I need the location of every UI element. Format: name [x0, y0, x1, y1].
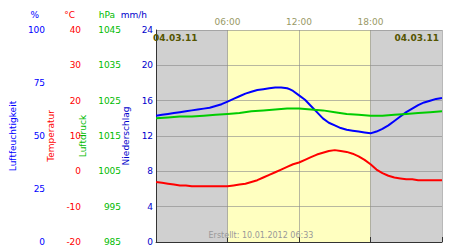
svg-text:100: 100 [28, 25, 45, 35]
svg-text:10: 10 [70, 131, 82, 141]
svg-text:995: 995 [104, 202, 121, 212]
svg-text:1015: 1015 [98, 131, 121, 141]
svg-text:1035: 1035 [98, 60, 121, 70]
svg-text:-10: -10 [66, 202, 81, 212]
svg-text:%: % [30, 10, 39, 20]
svg-text:Niederschlag: Niederschlag [121, 107, 131, 166]
svg-text:hPa: hPa [99, 10, 115, 20]
svg-text:-20: -20 [66, 237, 81, 247]
svg-text:50: 50 [34, 131, 46, 141]
svg-text:30: 30 [70, 60, 82, 70]
svg-text:12: 12 [142, 131, 153, 141]
svg-text:25: 25 [34, 184, 45, 194]
svg-text:0: 0 [75, 166, 81, 176]
svg-text:04.03.11: 04.03.11 [153, 33, 197, 43]
svg-text:1045: 1045 [98, 25, 121, 35]
svg-text:40: 40 [70, 25, 82, 35]
svg-text:1005: 1005 [98, 166, 121, 176]
svg-text:75: 75 [34, 78, 45, 88]
svg-text:8: 8 [147, 166, 153, 176]
svg-text:0: 0 [147, 237, 153, 247]
svg-text:24: 24 [142, 25, 154, 35]
svg-text:Erstellt: 10.01.2012 06:33: Erstellt: 10.01.2012 06:33 [209, 231, 314, 240]
svg-text:°C: °C [64, 10, 75, 20]
svg-text:985: 985 [104, 237, 121, 247]
svg-text:12:00: 12:00 [286, 17, 312, 27]
svg-text:06:00: 06:00 [215, 17, 241, 27]
svg-text:0: 0 [39, 237, 45, 247]
svg-text:1025: 1025 [98, 96, 121, 106]
svg-text:20: 20 [70, 96, 82, 106]
svg-text:04.03.11: 04.03.11 [395, 33, 439, 43]
svg-text:Luftfeuchtigkeit: Luftfeuchtigkeit [8, 100, 18, 171]
svg-text:Luftdruck: Luftdruck [77, 114, 88, 158]
svg-text:4: 4 [147, 202, 153, 212]
svg-text:20: 20 [142, 60, 154, 70]
svg-text:16: 16 [142, 96, 154, 106]
svg-text:Temperatur: Temperatur [46, 110, 56, 163]
svg-text:18:00: 18:00 [358, 17, 384, 27]
svg-text:mm/h: mm/h [121, 10, 147, 20]
